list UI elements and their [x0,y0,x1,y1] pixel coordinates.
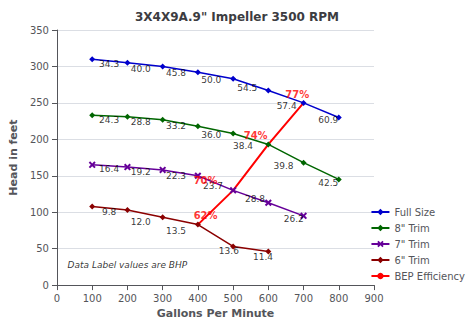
svg-text:7" Trim: 7" Trim [394,239,429,250]
svg-text:350: 350 [30,25,49,36]
svg-text:45.8: 45.8 [166,68,186,78]
svg-text:77%: 77% [285,89,309,100]
svg-text:Full Size: Full Size [394,207,435,218]
svg-text:36.0: 36.0 [201,130,221,140]
svg-text:38.4: 38.4 [233,141,253,151]
svg-text:70%: 70% [194,175,218,186]
svg-text:600: 600 [259,293,278,304]
svg-text:13.5: 13.5 [166,226,186,236]
svg-text:300: 300 [153,293,172,304]
svg-text:100: 100 [83,293,102,304]
svg-text:24.3: 24.3 [99,115,119,125]
svg-text:BEP Efficiency: BEP Efficiency [394,271,465,282]
svg-text:23.7: 23.7 [203,180,224,191]
svg-text:12.0: 12.0 [131,217,151,227]
svg-text:150: 150 [30,170,49,181]
svg-text:9.8: 9.8 [102,207,117,217]
svg-text:6" Trim: 6" Trim [394,255,429,266]
svg-text:74%: 74% [244,130,268,141]
svg-text:Head in feet: Head in feet [7,119,20,195]
svg-text:39.8: 39.8 [273,161,293,171]
svg-text:34.3: 34.3 [99,59,119,69]
svg-text:22.3: 22.3 [166,171,186,181]
svg-text:3X4X9A.9" Impeller 3500 RPM: 3X4X9A.9" Impeller 3500 RPM [135,10,339,24]
svg-text:54.5: 54.5 [237,83,257,93]
svg-text:13.6: 13.6 [219,246,239,256]
svg-text:900: 900 [364,293,383,304]
svg-text:19.2: 19.2 [131,167,151,177]
svg-text:500: 500 [224,293,243,304]
svg-text:800: 800 [329,293,348,304]
svg-text:100: 100 [30,207,49,218]
svg-text:200: 200 [30,134,49,145]
svg-text:33.2: 33.2 [166,121,186,131]
svg-text:300: 300 [30,61,49,72]
svg-text:62%: 62% [194,210,218,221]
svg-text:0: 0 [54,293,60,304]
svg-text:42.5: 42.5 [318,178,338,188]
svg-text:50: 50 [36,243,49,254]
svg-text:8" Trim: 8" Trim [394,223,429,234]
svg-text:Data Label values are BHP: Data Label values are BHP [68,260,188,270]
svg-text:0: 0 [43,280,49,291]
svg-text:250: 250 [30,97,49,108]
svg-text:11.4: 11.4 [253,252,273,262]
svg-text:40.0: 40.0 [131,64,151,74]
svg-text:200: 200 [118,293,137,304]
svg-text:26.2: 26.2 [284,214,304,224]
svg-text:60.9: 60.9 [318,115,338,125]
svg-text:28.8: 28.8 [245,194,265,204]
svg-text:28.8: 28.8 [131,117,151,127]
svg-text:16.4: 16.4 [99,164,119,174]
svg-text:57.4: 57.4 [277,101,297,111]
svg-text:Gallons Per Minute: Gallons Per Minute [157,307,275,320]
svg-text:700: 700 [294,293,313,304]
svg-text:50.0: 50.0 [201,75,221,85]
svg-text:400: 400 [188,293,207,304]
